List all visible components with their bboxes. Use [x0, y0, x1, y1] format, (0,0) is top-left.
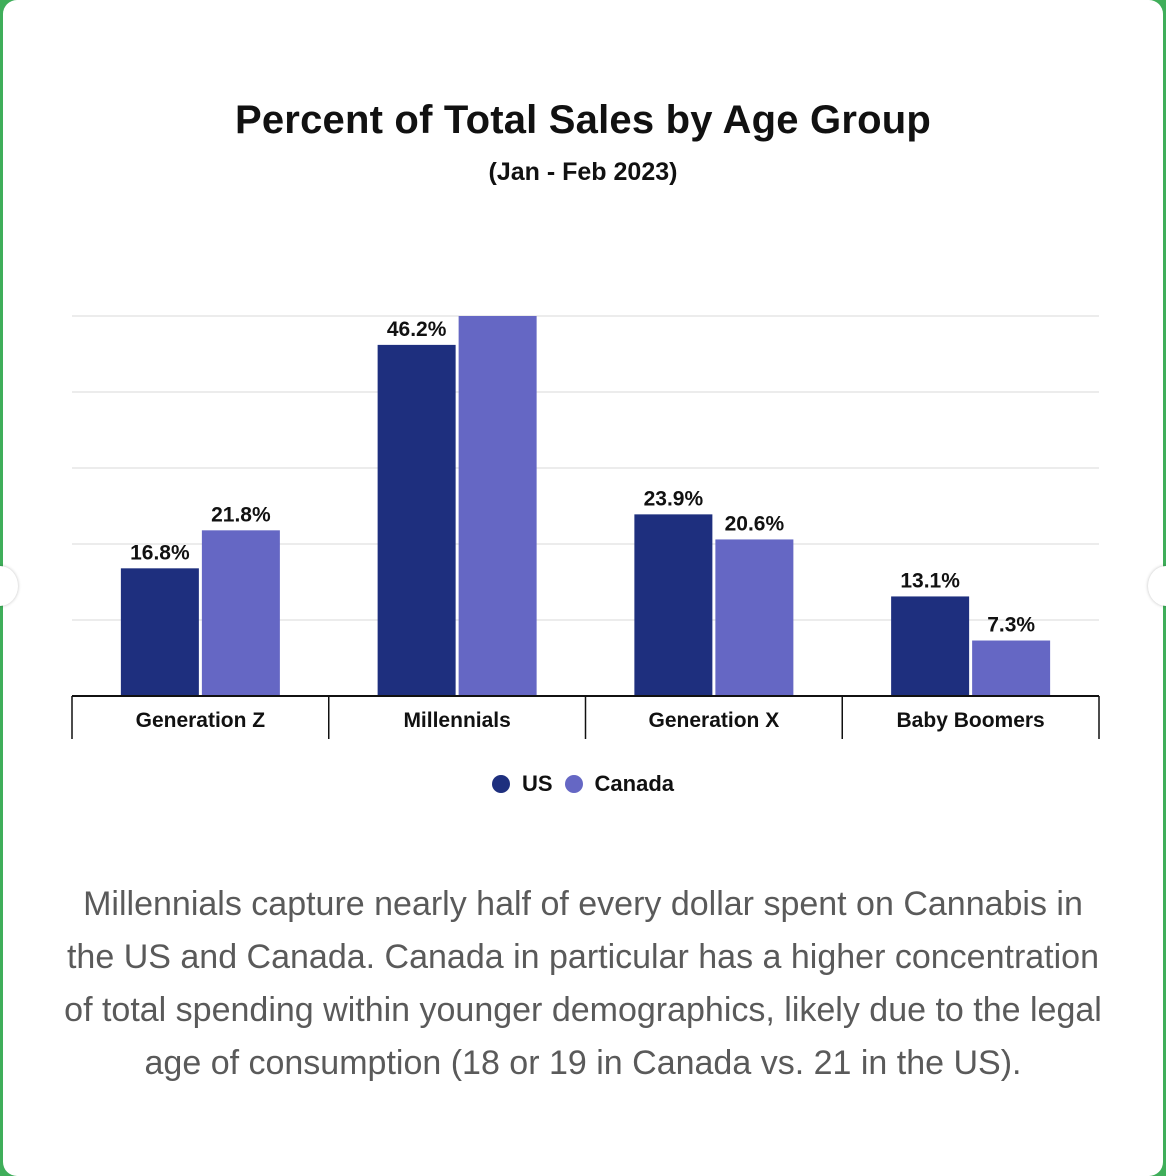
bar-canada-millennials [458, 316, 537, 696]
bar-chart: 16.8% 21.8% Generation Z 46.2% Millennials 23… [71, 315, 1100, 739]
prev-slide-button[interactable] [0, 566, 18, 606]
legend-label-us: US [521, 771, 553, 796]
legend-item-canada: Canada [564, 771, 675, 797]
legend-swatch-us [491, 775, 510, 793]
x-tick-label: Generation X [649, 709, 780, 732]
x-tick-label: Generation Z [136, 709, 266, 732]
bar-us-millennials [377, 344, 456, 696]
bar-us-generation-x [634, 514, 713, 696]
data-label: 23.9% [644, 487, 704, 510]
legend-swatch-canada [564, 775, 583, 793]
legend-item-us: US [491, 771, 553, 797]
bar-us-baby-boomers [891, 596, 970, 696]
legend-label-canada: Canada [594, 771, 675, 796]
next-slide-button[interactable] [1148, 566, 1166, 606]
data-label: 46.2% [387, 318, 447, 341]
data-label: 21.8% [211, 503, 271, 526]
bar-us-generation-z [120, 568, 199, 696]
chart-caption: Millennials capture nearly half of every… [64, 885, 1102, 1082]
data-label: 13.1% [900, 569, 960, 592]
bar-canada-generation-z [201, 530, 280, 696]
chart-title: Percent of Total Sales by Age Group [234, 98, 932, 142]
bar-canada-baby-boomers [972, 640, 1051, 696]
x-tick-label: Millennials [403, 709, 510, 732]
chart-subtitle: (Jan - Feb 2023) [488, 158, 678, 186]
data-label: 20.6% [725, 512, 785, 535]
x-tick-label: Baby Boomers [897, 709, 1045, 732]
data-label: 16.8% [130, 541, 190, 564]
chart-legend: US Canada [0, 771, 1166, 797]
bar-canada-generation-x [715, 539, 794, 696]
data-label: 7.3% [987, 614, 1035, 637]
